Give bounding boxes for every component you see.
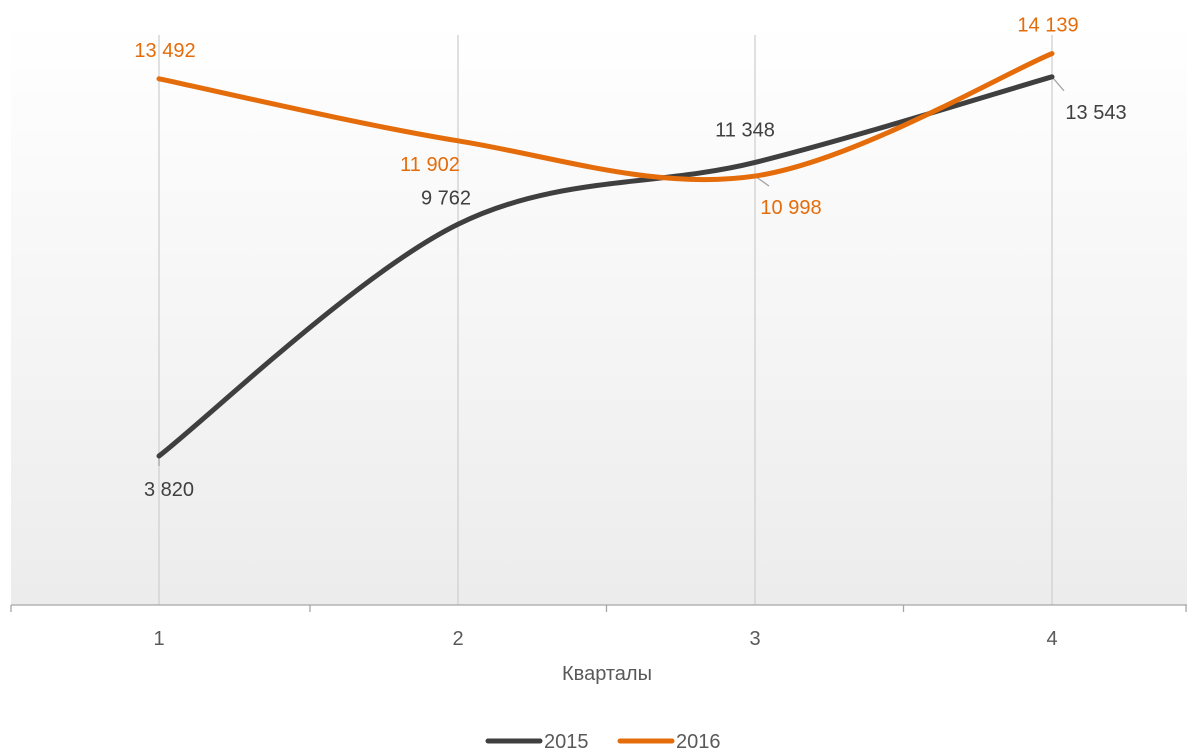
gridlines [158,35,1053,605]
data-label: 13 492 [134,40,195,62]
x-tick-label: 2 [452,628,463,650]
data-label: 13 543 [1065,102,1126,124]
data-label: 9 762 [421,187,471,209]
x-axis-title: Кварталы [562,663,652,685]
x-tick-label: 1 [153,628,164,650]
plot-area [11,20,1187,605]
x-tick-label: 3 [749,628,760,650]
data-label: 11 902 [400,154,460,176]
legend: 2015 2016 [485,731,721,749]
x-axis [10,604,1187,612]
legend-label: 2016 [676,731,721,749]
legend-label: 2015 [544,731,589,749]
data-label: 3 820 [144,479,194,501]
x-tick-labels: 1 2 3 4 [153,628,1057,650]
series-lines [156,51,1055,459]
x-tick-label: 4 [1046,628,1057,650]
data-label: 14 139 [1017,15,1078,37]
data-label: 10 998 [760,197,821,219]
data-label: 11 348 [715,119,775,141]
label-leader [1051,76,1065,92]
series-line-2016 [156,51,1055,183]
data-labels: 3 820 9 762 11 348 13 543 13 492 11 902 10 998… [134,15,1126,501]
